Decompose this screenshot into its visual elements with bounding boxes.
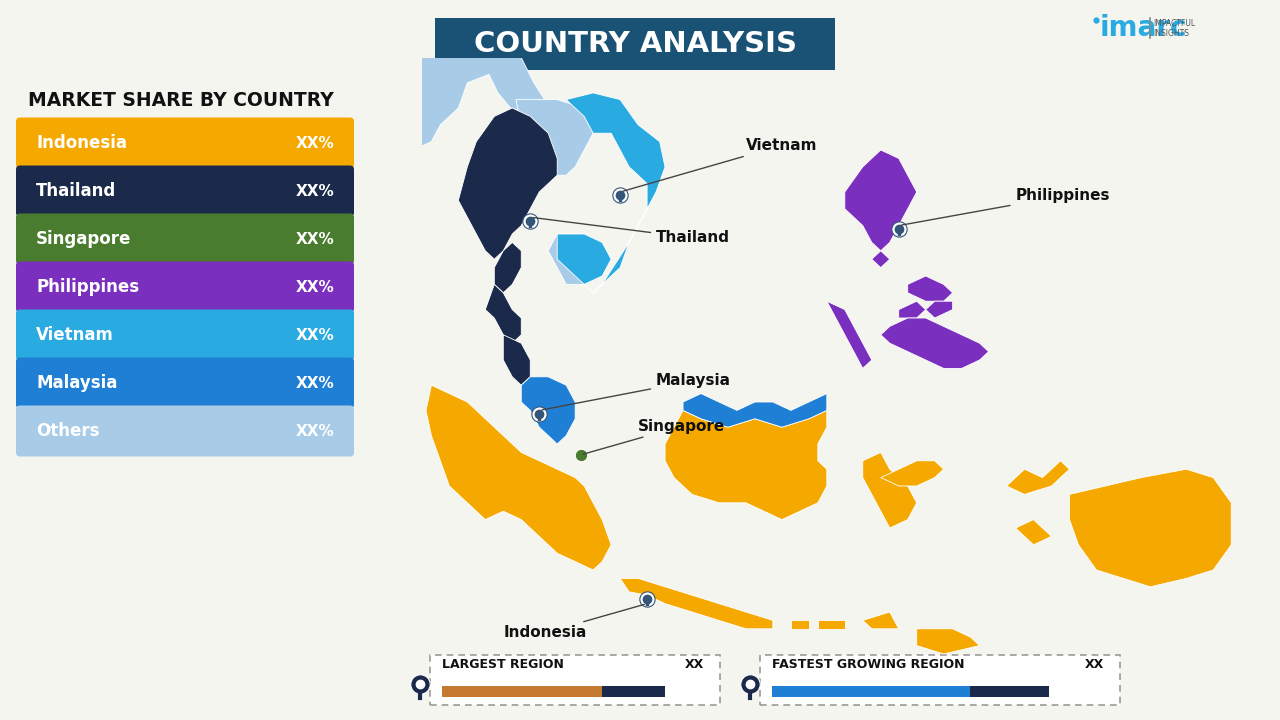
Polygon shape — [485, 284, 521, 343]
Bar — [602, 686, 666, 697]
FancyBboxPatch shape — [15, 261, 355, 312]
Text: Indonesia: Indonesia — [36, 134, 127, 152]
Polygon shape — [548, 234, 611, 284]
Text: MARKET SHARE BY COUNTRY: MARKET SHARE BY COUNTRY — [28, 91, 334, 109]
Polygon shape — [916, 629, 979, 654]
Polygon shape — [521, 377, 575, 444]
Polygon shape — [881, 318, 988, 369]
Text: Thailand: Thailand — [36, 182, 116, 200]
Polygon shape — [666, 410, 827, 520]
Text: COUNTRY ANALYSIS: COUNTRY ANALYSIS — [474, 30, 796, 58]
Text: Vietnam: Vietnam — [623, 138, 818, 192]
Polygon shape — [845, 150, 916, 251]
Polygon shape — [372, 0, 544, 158]
Text: XX: XX — [1084, 659, 1103, 672]
Text: XX%: XX% — [296, 376, 334, 390]
Text: Malaysia: Malaysia — [541, 373, 731, 410]
Text: Philippines: Philippines — [901, 189, 1110, 225]
Text: XX: XX — [685, 659, 704, 672]
Text: INSIGHTS: INSIGHTS — [1153, 29, 1189, 37]
FancyBboxPatch shape — [15, 358, 355, 408]
Bar — [772, 686, 970, 697]
Text: LARGEST REGION: LARGEST REGION — [442, 659, 564, 672]
Text: XX%: XX% — [296, 135, 334, 150]
Polygon shape — [494, 243, 521, 293]
Text: XX%: XX% — [296, 423, 334, 438]
Polygon shape — [458, 108, 557, 259]
Polygon shape — [863, 452, 916, 528]
Text: XX%: XX% — [296, 328, 334, 343]
FancyBboxPatch shape — [15, 405, 355, 456]
Polygon shape — [818, 621, 845, 629]
Text: Philippines: Philippines — [36, 278, 140, 296]
Polygon shape — [899, 301, 925, 318]
Text: XX%: XX% — [296, 184, 334, 199]
Polygon shape — [872, 251, 890, 268]
Polygon shape — [557, 93, 666, 293]
FancyBboxPatch shape — [15, 166, 355, 217]
Text: imarc: imarc — [1100, 14, 1188, 42]
Polygon shape — [516, 99, 593, 175]
Text: Singapore: Singapore — [36, 230, 132, 248]
FancyBboxPatch shape — [15, 214, 355, 264]
Text: Others: Others — [36, 422, 100, 440]
Polygon shape — [1070, 469, 1231, 587]
FancyBboxPatch shape — [760, 655, 1120, 705]
Polygon shape — [684, 394, 827, 427]
Polygon shape — [620, 578, 773, 629]
Bar — [970, 686, 1050, 697]
Text: XX%: XX% — [296, 279, 334, 294]
Polygon shape — [426, 385, 611, 570]
Polygon shape — [863, 612, 899, 629]
Polygon shape — [1006, 461, 1070, 495]
Text: Malaysia: Malaysia — [36, 374, 118, 392]
Polygon shape — [1015, 520, 1051, 545]
FancyBboxPatch shape — [15, 117, 355, 168]
Polygon shape — [791, 621, 809, 629]
FancyBboxPatch shape — [430, 655, 719, 705]
FancyBboxPatch shape — [435, 18, 835, 70]
Polygon shape — [827, 301, 872, 369]
Text: Singapore: Singapore — [584, 418, 726, 454]
Polygon shape — [925, 301, 952, 318]
Polygon shape — [881, 461, 943, 486]
Text: Vietnam: Vietnam — [36, 326, 114, 344]
Polygon shape — [503, 335, 530, 385]
FancyBboxPatch shape — [15, 310, 355, 361]
Text: Indonesia: Indonesia — [503, 604, 644, 640]
Text: Thailand: Thailand — [532, 217, 730, 246]
Text: XX%: XX% — [296, 232, 334, 246]
Text: IMPACTFUL: IMPACTFUL — [1153, 19, 1196, 27]
Text: FASTEST GROWING REGION: FASTEST GROWING REGION — [772, 659, 965, 672]
Bar — [442, 686, 602, 697]
Polygon shape — [908, 276, 952, 301]
